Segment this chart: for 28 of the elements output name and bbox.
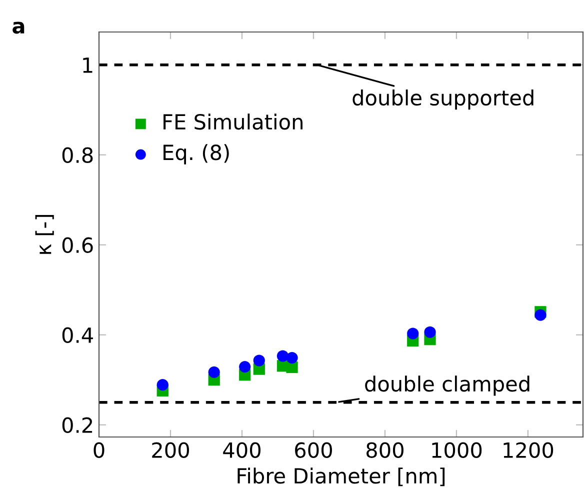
point [156, 378, 168, 391]
x-tick-label: 800 [366, 442, 404, 458]
point [534, 309, 546, 321]
x-tick-label: 0 [94, 442, 104, 458]
y-tick-label: 0.2 [62, 417, 92, 434]
x-tick-label: 600 [295, 442, 332, 458]
point [286, 361, 298, 374]
text: a [12, 22, 24, 34]
point [208, 366, 220, 378]
x-tick-label: 400 [223, 442, 260, 458]
point [286, 352, 298, 364]
x-tick-label: 1200 [504, 442, 554, 458]
x-axis-title: Fibre Diameter [nm] [238, 468, 445, 486]
point [424, 326, 436, 338]
legend-label: FE Simulation [164, 114, 302, 130]
x-tick-label: 1000 [432, 442, 482, 458]
ref-line-label: double supported [352, 89, 534, 110]
point [239, 360, 251, 373]
point [407, 328, 419, 340]
ref-line-label: double clamped [365, 376, 530, 396]
x-tick-label: 200 [152, 442, 189, 458]
y-tick-label: 0.8 [62, 147, 93, 164]
y-tick-label: 0.4 [62, 327, 93, 344]
y-tick-label: 1 [83, 58, 92, 73]
point [253, 354, 265, 366]
legend-label: Eq. (8) [164, 144, 229, 164]
y-tick-label: 0.6 [62, 237, 93, 254]
y-axis-title: κ [-] [35, 214, 54, 254]
